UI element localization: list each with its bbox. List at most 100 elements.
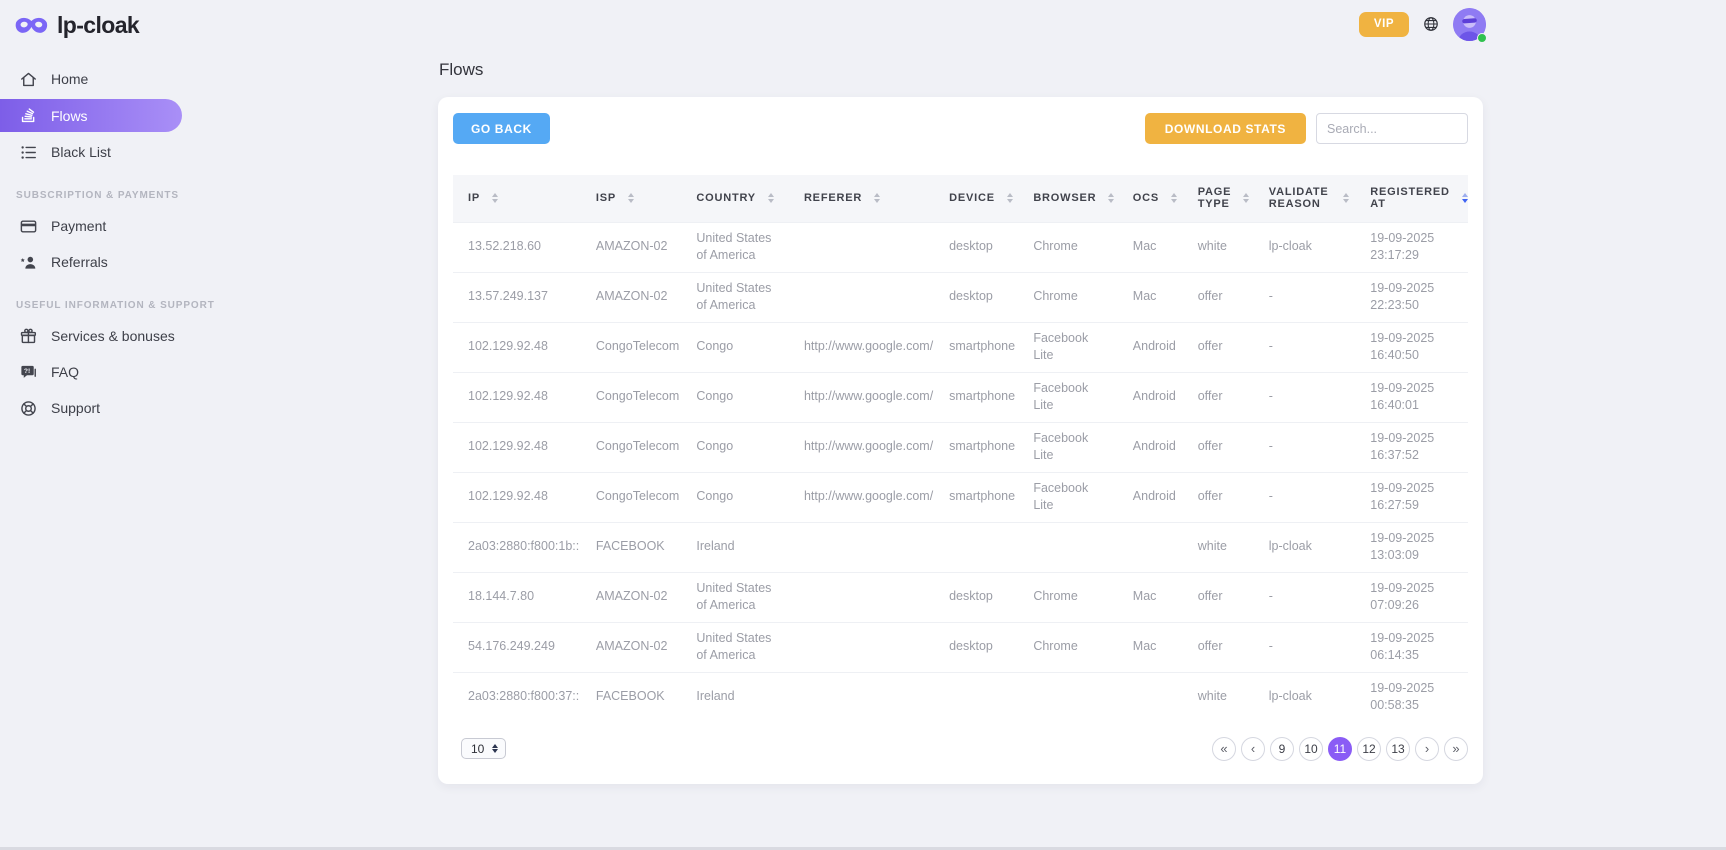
column-header-isp[interactable]: ISP [580, 175, 682, 222]
sidebar-item-faq[interactable]: ?! FAQ [0, 354, 182, 390]
payment-icon [19, 217, 38, 236]
column-header-referer[interactable]: REFERER [788, 175, 935, 222]
cell-validate_reason: - [1253, 571, 1356, 622]
cell-isp: CongoTelecom [580, 371, 682, 422]
vip-button[interactable]: VIP [1359, 11, 1409, 37]
cell-browser: Chrome [1018, 221, 1118, 272]
cell-validate_reason: lp-cloak [1253, 521, 1356, 572]
sidebar-item-payment[interactable]: Payment [0, 208, 182, 244]
pagination-last-button[interactable]: » [1444, 736, 1468, 761]
cell-country: Ireland [681, 521, 789, 572]
column-label: DEVICE [949, 192, 995, 205]
cell-ip: 18.144.7.80 [453, 571, 581, 622]
cell-referer: http://www.google.com/ [788, 321, 935, 372]
cell-ip: 102.129.92.48 [453, 421, 581, 472]
pagination-page-9[interactable]: 9 [1270, 736, 1294, 761]
cell-registered_at: 19-09-2025 13:03:09 [1355, 521, 1468, 572]
topbar: VIP [182, 0, 1726, 48]
cell-device: smartphone [934, 371, 1019, 422]
faq-icon: ?! [19, 363, 38, 382]
cell-page_type: offer [1182, 421, 1254, 472]
column-header-country[interactable]: COUNTRY [681, 175, 789, 222]
cell-referer: http://www.google.com/ [788, 371, 935, 422]
cell-isp: FACEBOOK [580, 521, 682, 572]
cell-browser: Chrome [1018, 271, 1118, 322]
brand-logo[interactable]: lp-cloak [0, 0, 182, 39]
column-header-ocs[interactable]: OCS [1117, 175, 1183, 222]
cell-validate_reason: - [1253, 371, 1356, 422]
cell-ocs: Android [1117, 371, 1183, 422]
cell-device [934, 521, 1019, 572]
pagination-page-10[interactable]: 10 [1299, 736, 1323, 761]
pagination-page-12[interactable]: 12 [1357, 736, 1381, 761]
page-size-select[interactable]: 10 [461, 738, 507, 759]
cell-isp: CongoTelecom [580, 421, 682, 472]
cell-device [934, 671, 1019, 722]
user-avatar[interactable] [1453, 7, 1487, 43]
column-label: BROWSER [1033, 192, 1097, 205]
cell-validate_reason: - [1253, 421, 1356, 472]
cell-browser: Chrome [1018, 571, 1118, 622]
support-icon [19, 399, 38, 418]
sidebar-section-header: SUBSCRIPTION & PAYMENTS [0, 190, 182, 201]
cell-country: United States of America [681, 621, 789, 672]
cell-browser: Chrome [1018, 621, 1118, 672]
pagination-prev-button[interactable]: ‹ [1241, 736, 1265, 761]
column-header-validate_reason[interactable]: VALIDATE REASON [1253, 175, 1356, 222]
pagination-page-11[interactable]: 11 [1328, 736, 1352, 761]
cell-page_type: white [1182, 221, 1254, 272]
cell-country: Congo [681, 321, 789, 372]
cell-ocs [1117, 521, 1183, 572]
sidebar-item-label: FAQ [51, 364, 80, 380]
column-header-ip[interactable]: IP [453, 175, 581, 222]
sidebar-item-services-bonuses[interactable]: Services & bonuses [0, 318, 182, 354]
cell-browser [1018, 671, 1118, 722]
sort-arrows-icon [1171, 193, 1178, 204]
cell-referer [788, 671, 935, 722]
home-icon [19, 70, 38, 89]
sort-arrows-icon [1343, 193, 1350, 204]
column-header-registered_at[interactable]: REGISTERED AT [1355, 175, 1468, 222]
cell-registered_at: 19-09-2025 16:40:50 [1355, 321, 1468, 372]
column-header-page_type[interactable]: PAGE TYPE [1182, 175, 1254, 222]
cell-ip: 2a03:2880:f800:1b:: [453, 521, 581, 572]
cell-referer: http://www.google.com/ [788, 471, 935, 522]
cell-referer [788, 271, 935, 322]
cell-device: desktop [934, 571, 1019, 622]
cell-country: Congo [681, 371, 789, 422]
cell-registered_at: 19-09-2025 00:58:35 [1355, 671, 1468, 722]
cell-page_type: offer [1182, 371, 1254, 422]
sidebar-item-support[interactable]: Support [0, 390, 182, 426]
sort-arrows-icon [1108, 193, 1115, 204]
go-back-button[interactable]: GO BACK [453, 113, 550, 144]
page-title: Flows [439, 60, 484, 79]
cell-isp: FACEBOOK [580, 671, 682, 722]
column-header-browser[interactable]: BROWSER [1018, 175, 1118, 222]
table-row: 54.176.249.249 AMAZON-02 United States of … [453, 621, 1468, 672]
sidebar-item-black-list[interactable]: Black List [0, 134, 182, 170]
pagination-next-button[interactable]: › [1415, 736, 1439, 761]
cell-country: United States of America [681, 571, 789, 622]
column-header-device[interactable]: DEVICE [934, 175, 1019, 222]
table-row: 102.129.92.48 CongoTelecom Congo http://www… [453, 321, 1468, 372]
online-status-dot [1477, 32, 1487, 43]
sidebar-item-label: Support [51, 400, 101, 416]
cell-device: desktop [934, 621, 1019, 672]
sidebar-item-referrals[interactable]: Referrals [0, 244, 182, 280]
cell-isp: AMAZON-02 [580, 271, 682, 322]
search-input[interactable] [1316, 113, 1468, 144]
bottom-edge-strip [0, 847, 1726, 850]
download-stats-button[interactable]: DOWNLOAD STATS [1144, 113, 1306, 144]
table-row: 2a03:2880:f800:37:: FACEBOOK Ireland white l… [453, 671, 1468, 722]
pagination-first-button[interactable]: « [1212, 736, 1236, 761]
sidebar-item-flows[interactable]: Flows [0, 99, 182, 132]
black-list-icon [19, 143, 38, 162]
globe-icon[interactable] [1422, 15, 1440, 33]
cell-ocs: Mac [1117, 221, 1183, 272]
pagination-page-13[interactable]: 13 [1386, 736, 1410, 761]
sidebar-nav: Home Flows Black List SUBSCRIPTION & PAYMEN… [0, 61, 214, 426]
column-label: VALIDATE REASON [1268, 186, 1329, 211]
cell-validate_reason: - [1253, 321, 1356, 372]
cell-device: desktop [934, 271, 1019, 322]
sidebar-item-home[interactable]: Home [0, 61, 182, 97]
